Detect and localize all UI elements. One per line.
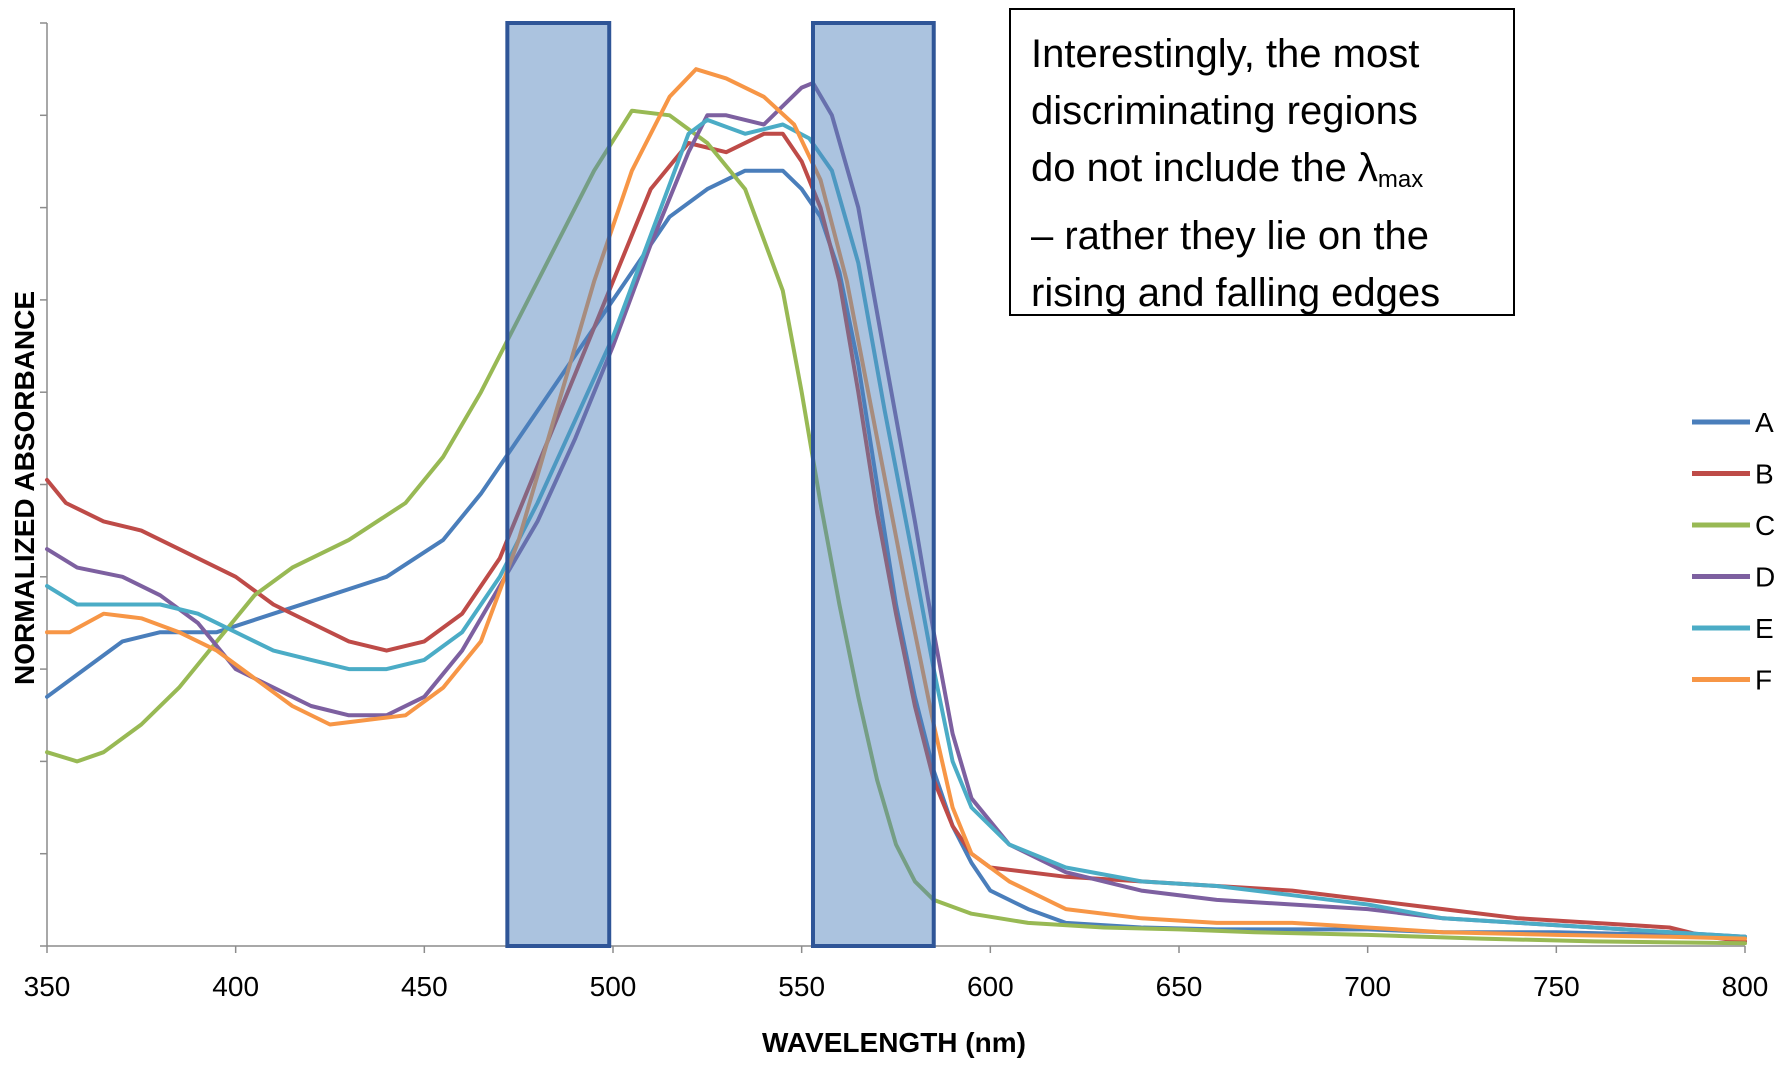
lambda-symbol: λ xyxy=(1357,146,1378,190)
x-tick-label: 450 xyxy=(401,971,448,1002)
annotation-line-1: Interestingly, the most xyxy=(1031,32,1420,76)
series-line-c xyxy=(45,108,1747,946)
x-tick-label: 350 xyxy=(24,971,71,1002)
legend-label-e: E xyxy=(1755,613,1774,644)
x-tick-label: 500 xyxy=(590,971,637,1002)
highlight-band-1 xyxy=(505,21,612,948)
highlight-band-2 xyxy=(810,21,936,948)
lambda-subscript: max xyxy=(1377,166,1424,193)
x-tick-label: 550 xyxy=(778,971,825,1002)
annotation-box: Interestingly, the most discriminating r… xyxy=(1009,8,1515,316)
annotation-line-2: discriminating regions xyxy=(1031,89,1418,133)
x-tick-label: 700 xyxy=(1344,971,1391,1002)
series-layer xyxy=(45,67,1747,946)
x-tick-label: 650 xyxy=(1156,971,1203,1002)
annotation-line-3: do not include the λmax xyxy=(1031,140,1503,208)
series-line-d xyxy=(45,81,1747,939)
legend-label-b: B xyxy=(1755,459,1774,490)
highlight-bands-layer xyxy=(505,21,936,948)
x-tick-label: 400 xyxy=(212,971,259,1002)
y-axis-title: NORMALIZED ABSORBANCE xyxy=(9,291,40,685)
annotation-line-4: – rather they lie on the xyxy=(1031,214,1430,258)
x-tick-label: 600 xyxy=(967,971,1014,1002)
legend-label-d: D xyxy=(1755,562,1775,593)
legend-label-c: C xyxy=(1755,510,1775,541)
tick-labels-layer: 350 400 450 500 550 600 650 700 750 800 xyxy=(24,971,1769,1002)
x-tick-label: 800 xyxy=(1722,971,1769,1002)
legend-label-a: A xyxy=(1755,407,1774,438)
x-axis-title: WAVELENGTH (nm) xyxy=(762,1027,1026,1058)
legend-label-f: F xyxy=(1755,665,1772,696)
x-tick-label: 750 xyxy=(1533,971,1580,1002)
series-line-e xyxy=(45,117,1747,939)
series-line-f xyxy=(45,67,1747,941)
annotation-line-3-prefix: do not include the xyxy=(1031,146,1358,190)
series-line-b xyxy=(45,131,1747,944)
annotation-line-5: rising and falling edges xyxy=(1031,271,1441,315)
